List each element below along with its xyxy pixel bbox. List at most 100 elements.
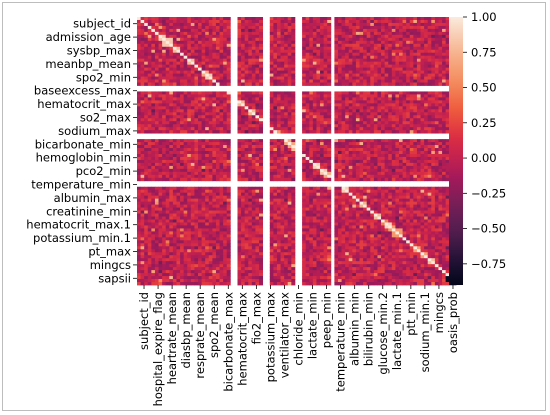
heatmap-cell: [442, 189, 447, 194]
heatmap-cell: [302, 142, 307, 146]
heatmap-cell: [395, 121, 400, 125]
heatmap-cell: [201, 73, 206, 77]
heatmap-cell: [162, 142, 167, 146]
heatmap-cell: [438, 186, 443, 191]
heatmap-cell: [312, 159, 317, 164]
heatmap-cell: [205, 118, 210, 122]
heatmap-cell: [388, 55, 393, 60]
heatmap-cell: [212, 43, 217, 48]
heatmap-cell: [309, 198, 314, 203]
heatmap-cell: [398, 127, 403, 131]
heatmap-cell: [248, 142, 253, 146]
heatmap-cell: [302, 204, 307, 208]
heatmap-cell: [438, 189, 443, 194]
heatmap-cell: [406, 145, 411, 149]
heatmap-cell: [194, 130, 199, 134]
heatmap-cell: [187, 127, 192, 131]
heatmap-cell: [384, 195, 389, 200]
heatmap-cell: [434, 115, 439, 119]
heatmap-cell: [420, 109, 425, 113]
heatmap-cell: [176, 31, 181, 36]
heatmap-cell: [259, 91, 264, 95]
heatmap-cell: [327, 46, 332, 51]
heatmap-cell: [348, 31, 353, 36]
heatmap-cell: [255, 94, 260, 98]
heatmap-cell: [334, 124, 339, 128]
heatmap-cell: [273, 37, 278, 42]
heatmap-cell: [316, 19, 321, 24]
heatmap-cell: [381, 192, 386, 197]
heatmap-cell: [165, 34, 170, 39]
heatmap-cell: [395, 139, 400, 143]
heatmap-cell: [237, 207, 242, 211]
heatmap-cell: [162, 201, 167, 205]
heatmap-cell: [341, 195, 346, 200]
heatmap-cell: [198, 145, 202, 149]
heatmap-cell: [352, 73, 357, 77]
heatmap-cell: [172, 34, 177, 39]
heatmap-cell: [241, 22, 246, 27]
heatmap-cell: [251, 171, 256, 176]
heatmap-cell: [223, 55, 228, 60]
heatmap-cell: [359, 148, 364, 152]
heatmap-cell: [406, 112, 411, 116]
heatmap-cell: [402, 64, 407, 69]
heatmap-cell: [391, 73, 396, 77]
heatmap-cell: [241, 109, 246, 113]
heatmap-cell: [373, 34, 378, 39]
heatmap-cell: [305, 82, 310, 86]
heatmap-cell: [140, 49, 145, 54]
heatmap-cell: [248, 61, 253, 66]
heatmap-cell: [341, 52, 346, 57]
heatmap-cell: [154, 127, 159, 131]
heatmap-cell: [169, 156, 174, 161]
heatmap-cell: [205, 22, 210, 27]
heatmap-cell: [151, 82, 156, 86]
heatmap-cell: [395, 153, 400, 158]
heatmap-cell: [388, 34, 393, 39]
heatmap-cell: [287, 153, 292, 158]
heatmap-cell: [323, 151, 328, 155]
heatmap-cell: [255, 17, 260, 21]
heatmap-cell: [355, 112, 360, 116]
heatmap-cell: [370, 148, 375, 152]
heatmap-cell: [413, 171, 418, 176]
heatmap-cell: [158, 28, 163, 33]
heatmap-cell: [269, 204, 274, 208]
heatmap-cell: [427, 19, 432, 24]
heatmap-cell: [187, 109, 192, 113]
heatmap-cell: [373, 204, 378, 208]
heatmap-cell: [409, 64, 414, 69]
heatmap-cell: [445, 207, 450, 211]
heatmap-cell: [165, 52, 170, 57]
heatmap-cell: [276, 55, 281, 60]
heatmap-cell: [337, 201, 342, 205]
heatmap-cell: [352, 64, 357, 69]
heatmap-cell: [273, 64, 278, 69]
heatmap-cell: [402, 73, 407, 77]
heatmap-cell: [205, 115, 210, 119]
heatmap-cell: [137, 207, 141, 211]
heatmap-cell: [137, 82, 141, 86]
heatmap-cell: [381, 49, 386, 54]
heatmap-cell: [391, 186, 396, 191]
heatmap-cell: [287, 151, 292, 155]
heatmap-cell: [341, 112, 346, 116]
heatmap-cell: [302, 94, 307, 98]
heatmap-cell: [305, 130, 310, 134]
heatmap-cell: [244, 210, 249, 214]
heatmap-cell: [431, 40, 436, 45]
heatmap-cell: [251, 189, 256, 194]
heatmap-cell: [255, 156, 260, 161]
heatmap-cell: [438, 31, 443, 36]
heatmap-cell: [284, 73, 289, 77]
heatmap-cell: [413, 100, 418, 104]
heatmap-cell: [176, 82, 181, 86]
heatmap-cell: [223, 171, 228, 176]
heatmap-cell: [219, 127, 224, 131]
heatmap-cell: [158, 115, 163, 119]
heatmap-cell: [215, 73, 220, 77]
heatmap-cell: [269, 46, 274, 51]
heatmap-cell: [291, 100, 296, 104]
heatmap-cell: [348, 115, 353, 119]
